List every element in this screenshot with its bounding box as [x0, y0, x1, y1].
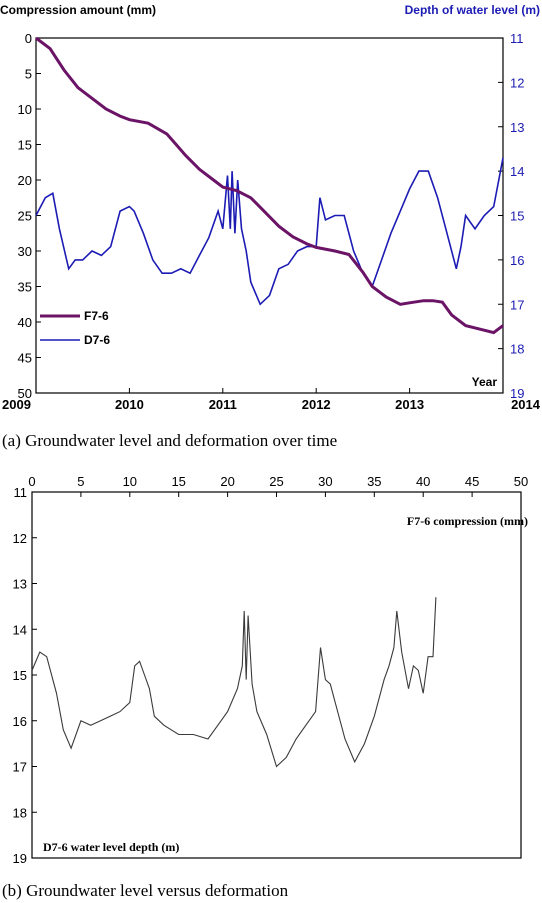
- y-axis-title-b: D7-6 water level depth (m): [43, 840, 179, 854]
- right-tick-label: 18: [510, 342, 524, 357]
- x-tick-label-b: 30: [318, 474, 332, 489]
- x-tick-label-b: 0: [28, 474, 35, 489]
- right-tick-label: 15: [510, 209, 524, 224]
- right-tick-label: 13: [510, 120, 524, 135]
- right-tick-label: 11: [510, 31, 524, 46]
- legend-label-f7-6: F7-6: [84, 309, 109, 323]
- y-tick-label-b: 17: [13, 760, 27, 775]
- x-tick-label: 2010: [115, 397, 144, 412]
- left-tick-label: 10: [18, 102, 32, 117]
- caption-b: (b) Groundwater level versus deformation: [2, 881, 289, 900]
- x-tick-label-b: 10: [123, 474, 137, 489]
- x-tick-label-b: 20: [220, 474, 234, 489]
- y-tick-label-b: 12: [13, 531, 27, 546]
- series-line-d7-6: [35, 157, 504, 306]
- right-tick-label: 16: [510, 253, 524, 268]
- x-tick-label-b: 5: [77, 474, 84, 489]
- series-line-water-vs-compression: [31, 597, 437, 768]
- left-tick-label: 30: [18, 244, 32, 259]
- x-tick-label: 2013: [395, 397, 424, 412]
- left-tick-label: 20: [18, 173, 32, 188]
- y-tick-label-b: 19: [13, 851, 27, 866]
- x-tick-label-b: 25: [269, 474, 283, 489]
- y-tick-label-b: 15: [13, 668, 27, 683]
- x-ticks-b: 0 5 10 15 20 25 30 35 40 45 50: [28, 474, 528, 497]
- legend-label-d7-6: D7-6: [84, 333, 110, 347]
- plot-frame-b: [31, 491, 522, 859]
- right-ticks: 11 12 13 14 15 16 17 18 19: [498, 31, 524, 401]
- left-tick-label: 40: [18, 315, 32, 330]
- x-axis-title: Year: [472, 375, 498, 389]
- chart-a: Compression amount (mm) Depth of water l…: [0, 3, 541, 450]
- left-tick-label: 5: [25, 67, 32, 82]
- x-tick-label: 2012: [302, 397, 331, 412]
- left-tick-label: 50: [18, 386, 32, 401]
- x-tick-label: 2014: [511, 397, 541, 412]
- right-axis-title: Depth of water level (m): [405, 3, 540, 17]
- x-tick-label-b: 45: [465, 474, 479, 489]
- right-tick-label: 12: [510, 75, 524, 90]
- left-tick-label: 45: [18, 351, 32, 366]
- x-tick-label-b: 40: [416, 474, 430, 489]
- caption-a: (a) Groundwater level and deformation ov…: [2, 431, 337, 450]
- x-ticks: 2009 2010 2011 2012 2013 2014: [2, 388, 541, 412]
- right-tick-label: 14: [510, 164, 524, 179]
- series-line-f7-6: [35, 36, 504, 335]
- right-tick-label: 19: [510, 386, 524, 401]
- x-axis-title-b: F7-6 compression (mm): [407, 514, 528, 528]
- y-tick-label-b: 14: [13, 622, 27, 637]
- right-tick-label: 17: [510, 297, 524, 312]
- y-tick-label-b: 16: [13, 714, 27, 729]
- left-tick-label: 35: [18, 280, 32, 295]
- x-tick-label: 2011: [209, 397, 237, 412]
- x-tick-label-b: 50: [514, 474, 528, 489]
- left-ticks: 0 5 10 15 20 25 30 35 40 45 50: [18, 31, 41, 401]
- y-tick-label-b: 18: [13, 805, 27, 820]
- x-tick-label-b: 35: [367, 474, 381, 489]
- x-tick-label-b: 15: [171, 474, 185, 489]
- left-tick-label: 0: [25, 31, 32, 46]
- x-tick-label: 2009: [2, 397, 31, 412]
- left-axis-title: Compression amount (mm): [0, 3, 156, 17]
- chart-b: 0 5 10 15 20 25 30 35 40 45 50 111213141516171819 …: [2, 474, 528, 900]
- y-ticks-b: 11 12 13 14 15 16 17 18 19: [13, 485, 37, 866]
- y-tick-label-b: 11: [14, 485, 28, 500]
- left-tick-label: 15: [18, 138, 32, 153]
- y-tick-label-b: 13: [13, 577, 27, 592]
- legend: F7-6 D7-6: [40, 309, 110, 347]
- left-tick-label: 25: [18, 209, 32, 224]
